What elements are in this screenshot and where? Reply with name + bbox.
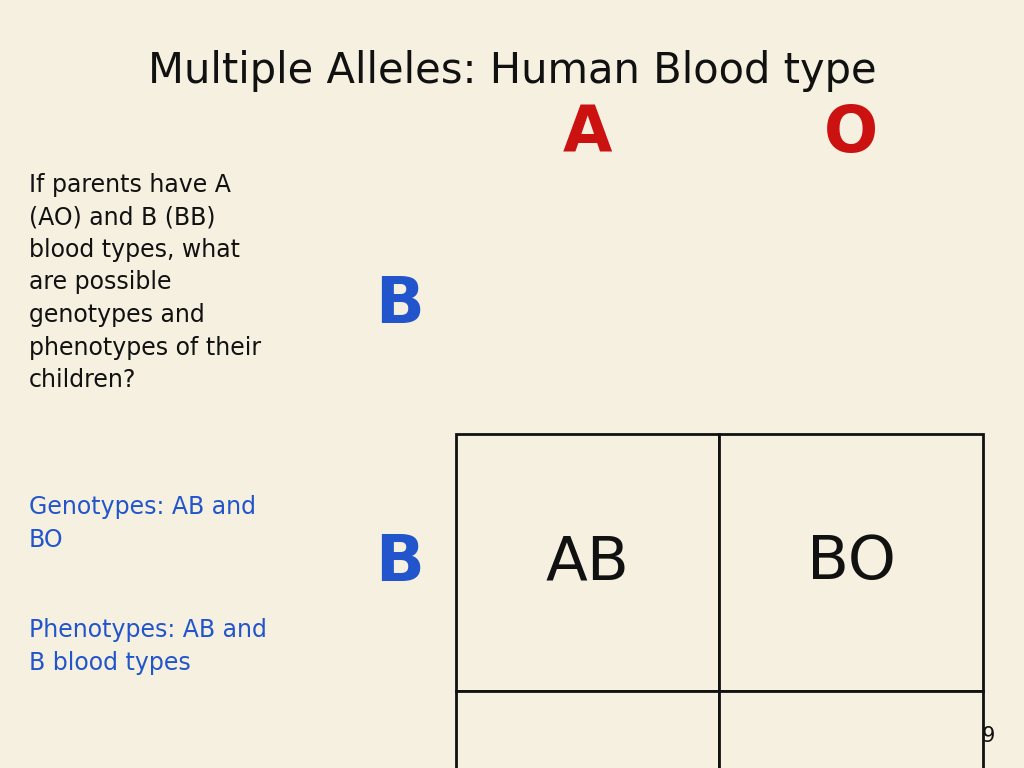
Bar xyxy=(719,434,983,691)
Text: B: B xyxy=(375,531,424,594)
Text: 9: 9 xyxy=(982,727,995,746)
Text: If parents have A
(AO) and B (BB)
blood types, what
are possible
genotypes and
p: If parents have A (AO) and B (BB) blood … xyxy=(29,173,261,392)
Text: Phenotypes: AB and
B blood types: Phenotypes: AB and B blood types xyxy=(29,618,266,675)
Text: Genotypes: AB and
BO: Genotypes: AB and BO xyxy=(29,495,256,552)
Text: Multiple Alleles: Human Blood type: Multiple Alleles: Human Blood type xyxy=(147,50,877,92)
Bar xyxy=(456,434,719,691)
Text: B: B xyxy=(375,274,424,336)
Text: A: A xyxy=(563,104,612,165)
Text: AB: AB xyxy=(546,533,630,592)
Text: O: O xyxy=(824,104,879,165)
Bar xyxy=(719,691,983,768)
Bar xyxy=(456,691,719,768)
Text: BO: BO xyxy=(807,533,896,592)
